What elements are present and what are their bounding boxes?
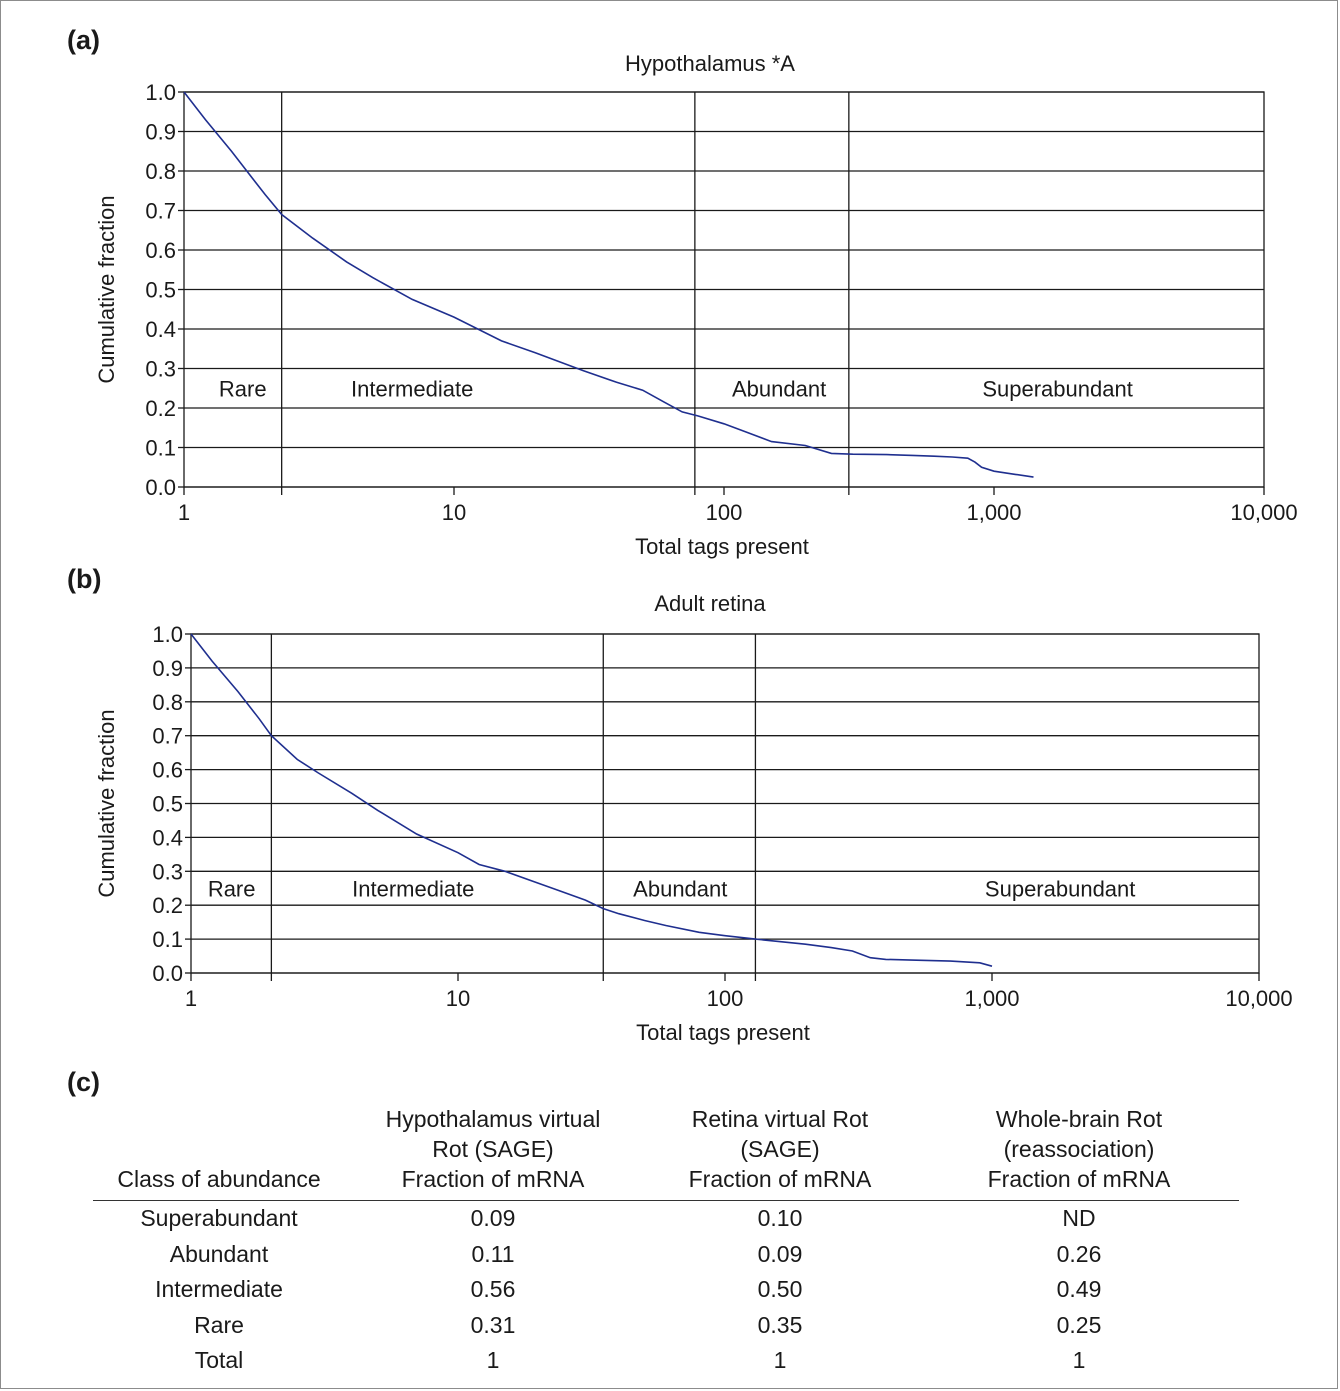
y-tick-label: 0.4 [145, 317, 176, 342]
table-cell: Rare [194, 1311, 244, 1338]
x-axis-label: Total tags present [636, 1020, 810, 1045]
x-tick-label: 10,000 [1225, 986, 1292, 1011]
table-cell: 1 [1072, 1347, 1086, 1373]
x-axis-label: Total tags present [635, 534, 809, 559]
chart-adult-retina: Adult retina 0.0 0.1 0.2 0.3 0.4 0.5 0.6 0.7 0.8 0… [94, 591, 1293, 1045]
table-cell: 0.09 [470, 1205, 516, 1231]
table-cell: 0.25 [1056, 1311, 1102, 1338]
table-cell: 0.11 [471, 1240, 515, 1267]
class-label: Rare [208, 876, 256, 901]
panel-label-b: (b) [67, 564, 102, 594]
table-header-row: Class of abundance Hypothalamus virtual … [93, 1104, 1239, 1201]
y-tick-label: 0.5 [145, 278, 176, 303]
x-tick-label: 1 [178, 500, 190, 525]
y-tick-label: 0.9 [152, 656, 183, 681]
table-cell: Intermediate [155, 1276, 283, 1302]
column-header-hypothalamus: Hypothalamus virtual Rot (SAGE) Fraction… [345, 1104, 641, 1201]
x-tick-label: 100 [706, 500, 743, 525]
class-label: Intermediate [352, 876, 474, 901]
y-tick-label: 0.7 [145, 199, 176, 224]
y-tick-label: 0.3 [152, 859, 183, 884]
x-tick-label: 1,000 [966, 500, 1021, 525]
table-cell: 0.35 [757, 1311, 803, 1338]
x-tick-label: 100 [707, 986, 744, 1011]
abundance-table: Class of abundance Hypothalamus virtual … [93, 1104, 1239, 1379]
class-label: Abundant [732, 376, 826, 401]
x-tick-label: 1 [185, 986, 197, 1011]
y-tick-label: 0.7 [152, 724, 183, 749]
table-row: Total 1 1 1 [93, 1343, 1239, 1379]
table-cell: 0.09 [757, 1240, 803, 1267]
y-tick-label: 0.1 [152, 927, 183, 952]
y-tick-label: 0.6 [145, 238, 176, 263]
class-label: Abundant [633, 876, 727, 901]
table-cell: 1 [486, 1347, 500, 1373]
y-tick-label: 0.2 [145, 396, 176, 421]
class-label: Intermediate [351, 376, 473, 401]
table-row: Rare 0.31 0.35 0.25 [93, 1308, 1239, 1344]
table-cell: ND [1062, 1205, 1096, 1231]
table-cell: 0.10 [757, 1205, 803, 1231]
table-cell: Superabundant [140, 1205, 298, 1231]
table-row: Intermediate 0.56 0.50 0.49 [93, 1272, 1239, 1308]
y-tick-label: 0.1 [145, 436, 176, 461]
panel-label-c: (c) [67, 1067, 100, 1097]
y-tick-label: 0.9 [145, 120, 176, 145]
panel-label-a: (a) [67, 25, 100, 55]
y-tick-label: 0.3 [145, 357, 176, 382]
y-tick-label: 1.0 [145, 80, 176, 105]
y-tick-label: 0.8 [145, 159, 176, 184]
table-cell: 0.50 [757, 1276, 803, 1302]
table-cell: 0.56 [470, 1276, 516, 1302]
x-tick-label: 1,000 [964, 986, 1019, 1011]
x-tick-label: 10 [442, 500, 466, 525]
y-axis-label: Cumulative fraction [94, 195, 119, 383]
y-axis-label: Cumulative fraction [94, 709, 119, 897]
y-tick-label: 0.5 [152, 792, 183, 817]
table-cell: Abundant [169, 1240, 269, 1267]
table-row: Abundant 0.11 0.09 0.26 [93, 1237, 1239, 1273]
column-header-class: Class of abundance [93, 1104, 345, 1201]
y-tick-label: 0.6 [152, 758, 183, 783]
y-tick-label: 0.4 [152, 825, 183, 850]
class-label: Superabundant [985, 876, 1135, 901]
column-header-retina: Retina virtual Rot (SAGE) Fraction of mR… [641, 1104, 919, 1201]
cumulative-fraction-line [183, 91, 1034, 478]
cumulative-fraction-line [190, 633, 993, 967]
chart-title: Adult retina [654, 591, 766, 616]
table-row: Superabundant 0.09 0.10 ND [93, 1201, 1239, 1237]
y-tick-label: 0.0 [145, 475, 176, 500]
x-tick-label: 10,000 [1230, 500, 1297, 525]
table-cell: Total [194, 1347, 244, 1373]
y-tick-label: 1.0 [152, 622, 183, 647]
table-cell: 0.26 [1056, 1240, 1102, 1267]
table-cell: 0.31 [470, 1311, 516, 1338]
table-cell: 0.49 [1056, 1276, 1102, 1302]
table-cell: 1 [773, 1347, 787, 1373]
class-label: Rare [219, 376, 267, 401]
x-tick-label: 10 [446, 986, 470, 1011]
y-tick-label: 0.0 [152, 961, 183, 986]
column-header-whole-brain: Whole-brain Rot (reassociation) Fraction… [919, 1104, 1239, 1201]
chart-title: Hypothalamus *A [625, 51, 795, 76]
y-tick-label: 0.8 [152, 690, 183, 715]
class-label: Superabundant [982, 376, 1132, 401]
y-tick-label: 0.2 [152, 893, 183, 918]
chart-hypothalamus: Hypothalamus *A 0.0 0.1 0.2 0.3 0.4 0.5 0.6 0.7 0… [94, 51, 1298, 559]
